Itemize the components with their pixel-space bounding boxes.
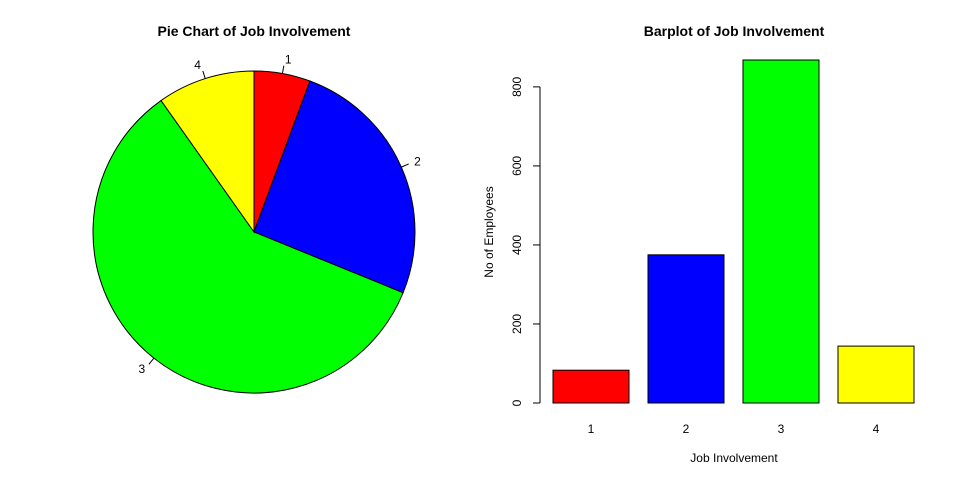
x-axis-title: Job Involvement <box>690 451 778 465</box>
x-tick-label: 1 <box>588 422 595 436</box>
pie-title: Pie Chart of Job Involvement <box>158 23 351 39</box>
bar-2 <box>647 254 725 404</box>
bar-chart: Barplot of Job Involvement 0 200 400 600 800… <box>482 23 915 465</box>
bar-3 <box>742 59 820 404</box>
y-tick-label: 400 <box>510 235 524 255</box>
x-tick-label: 4 <box>873 422 880 436</box>
pie-label-tick-1 <box>281 65 285 74</box>
pie-label-1: 1 <box>285 53 292 67</box>
pie-slice-4 <box>160 70 255 234</box>
y-tick-label: 800 <box>510 77 524 97</box>
pie-label-tick-4 <box>202 70 206 79</box>
x-tick-label: 3 <box>778 422 785 436</box>
bar-1 <box>552 369 630 404</box>
bar-4 <box>837 345 915 404</box>
pie-label-2: 2 <box>414 155 421 169</box>
y-tick-label: 0 <box>510 399 524 406</box>
pie-slice-3 <box>92 99 404 394</box>
pie-slice-2 <box>253 80 416 294</box>
bar-title: Barplot of Job Involvement <box>644 23 825 39</box>
pie-label-tick-2 <box>401 163 409 168</box>
pie-label-tick-3 <box>148 357 155 365</box>
y-tick-label: 600 <box>510 156 524 176</box>
pie-label-4: 4 <box>194 58 201 72</box>
y-axis: 0 200 400 600 800 <box>510 77 541 406</box>
y-tick-label: 200 <box>510 314 524 334</box>
pie-chart: Pie Chart of Job Involvement 1 2 3 4 <box>92 23 421 394</box>
x-tick-label: 2 <box>683 422 690 436</box>
pie-label-3: 3 <box>138 362 145 376</box>
y-axis-title: No of Employees <box>482 186 496 277</box>
